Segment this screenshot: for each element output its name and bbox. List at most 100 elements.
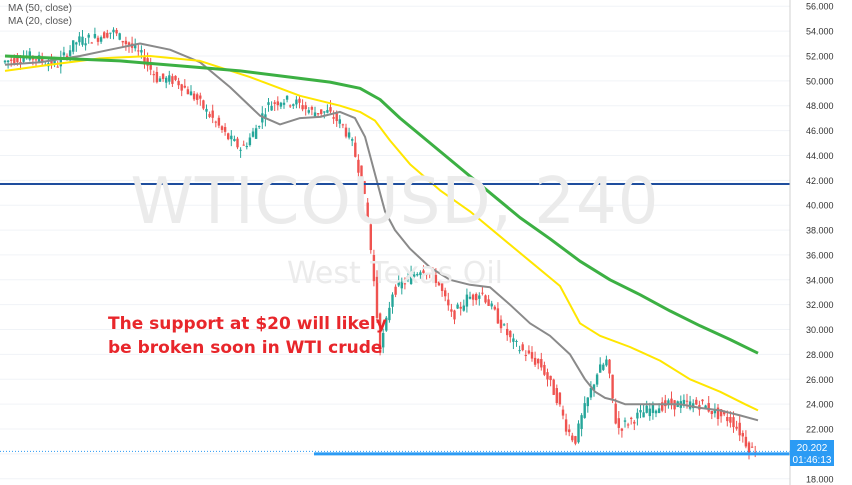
y-tick-label: 54.000 xyxy=(806,27,834,37)
candle-body xyxy=(437,281,441,286)
candle-body xyxy=(285,95,289,100)
candle-body xyxy=(440,283,444,292)
candle-body xyxy=(558,392,562,405)
candle-body xyxy=(65,55,69,59)
candle-body xyxy=(233,138,236,142)
candle-body xyxy=(506,328,509,336)
candle-body xyxy=(657,408,661,414)
candle-body xyxy=(626,424,630,426)
candle-body xyxy=(53,60,56,64)
candle-body xyxy=(744,436,748,447)
candle-body xyxy=(738,422,741,436)
candle-body xyxy=(90,42,93,44)
candle-body xyxy=(239,149,242,151)
candle-body xyxy=(267,102,270,105)
candle-body xyxy=(602,364,605,370)
candle-body xyxy=(375,276,379,318)
candle-body xyxy=(456,304,459,309)
candle-body xyxy=(13,58,16,64)
candle-body xyxy=(347,132,351,138)
candle-body xyxy=(701,399,704,402)
candle-body xyxy=(177,80,180,86)
candle-body xyxy=(323,111,326,113)
candle-body xyxy=(583,403,586,418)
candle-body xyxy=(208,113,211,117)
candle-body xyxy=(301,105,304,110)
candle-body xyxy=(258,126,261,128)
candle-body xyxy=(533,357,537,365)
candle-body xyxy=(363,181,366,194)
candle-body xyxy=(310,106,314,110)
candle-body xyxy=(605,359,608,366)
candle-body xyxy=(642,412,645,418)
y-tick-label: 42.000 xyxy=(806,176,834,186)
candle-body xyxy=(313,112,317,117)
candle-body xyxy=(236,138,239,148)
candle-body xyxy=(633,421,636,424)
y-tick-label: 30.000 xyxy=(806,325,834,335)
candle-body xyxy=(223,127,227,132)
candle-body xyxy=(620,428,624,431)
candle-body xyxy=(273,102,276,104)
candle-body xyxy=(530,352,534,359)
candle-body xyxy=(425,273,428,276)
candle-body xyxy=(382,332,385,348)
candle-body xyxy=(444,290,447,297)
candle-body xyxy=(400,281,403,289)
candle-body xyxy=(369,224,372,251)
candle-body xyxy=(515,340,518,342)
candle-body xyxy=(406,276,410,278)
candle-body xyxy=(220,126,224,130)
candle-body xyxy=(72,40,75,52)
candle-body xyxy=(630,417,633,419)
candle-body xyxy=(695,399,698,405)
candle-body xyxy=(140,50,143,53)
ma20-line xyxy=(4,42,759,422)
candle-body xyxy=(242,144,245,146)
candle-body xyxy=(3,60,7,63)
candle-body xyxy=(10,59,13,61)
candle-body xyxy=(645,405,648,413)
y-tick-label: 40.000 xyxy=(806,201,834,211)
candle-body xyxy=(580,415,583,429)
candle-body xyxy=(171,76,174,84)
y-tick-label: 48.000 xyxy=(806,101,834,111)
candle-body xyxy=(335,113,338,122)
candle-body xyxy=(127,42,131,47)
candle-body xyxy=(617,418,620,428)
legend-ma20: MA (20, close) xyxy=(8,16,72,27)
candle-body xyxy=(484,295,487,303)
candle-body xyxy=(186,89,190,95)
candle-body xyxy=(614,403,617,424)
candle-body xyxy=(332,117,335,119)
candle-body xyxy=(22,57,25,62)
candle-body xyxy=(561,409,565,416)
legend-ma50: MA (50, close) xyxy=(8,3,72,14)
candle-body xyxy=(732,417,735,428)
candle-body xyxy=(180,84,183,91)
candle-body xyxy=(422,270,425,274)
candle-body xyxy=(716,407,720,419)
candle-body xyxy=(93,33,97,38)
candle-body xyxy=(103,32,106,39)
candle-body xyxy=(338,119,341,124)
candle-body xyxy=(397,281,400,286)
candle-body xyxy=(270,105,273,111)
candle-body xyxy=(571,435,574,441)
candle-body xyxy=(403,283,407,285)
y-tick-label: 46.000 xyxy=(806,126,834,136)
candle-body xyxy=(719,409,723,417)
candle-body xyxy=(115,29,118,34)
candle-body xyxy=(227,133,230,140)
candle-body xyxy=(298,98,301,103)
candle-body xyxy=(723,411,726,415)
candle-body xyxy=(475,293,478,301)
candle-body xyxy=(478,295,481,299)
candle-body xyxy=(78,36,81,43)
y-tick-label: 44.000 xyxy=(806,151,834,161)
candle-body xyxy=(416,273,419,276)
candle-body xyxy=(149,64,152,70)
candle-body xyxy=(137,50,140,52)
candle-body xyxy=(623,420,627,422)
